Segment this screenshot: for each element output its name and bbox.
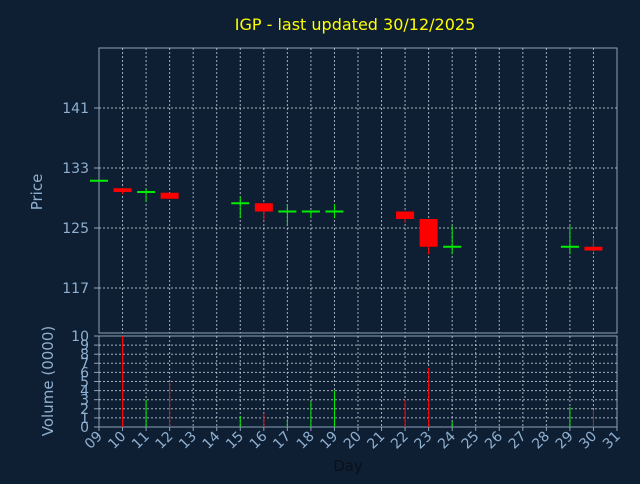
x-tick-label: 12 [153,429,177,453]
x-tick-label: 11 [129,429,153,453]
x-tick-label: 18 [294,429,318,453]
volume-tick-label: 8 [80,347,89,363]
candle-body [584,246,603,251]
volume-tick-label: 2 [80,402,89,418]
price-tick-label: 125 [62,221,89,237]
volume-tick-label: 0 [80,420,89,436]
price-tick-label: 141 [62,101,89,117]
volume-axis-label: Volume (0000) [39,326,57,436]
x-tick-label: 20 [341,429,365,453]
x-tick-label: 25 [459,429,483,453]
x-tick-label: 24 [435,428,459,452]
price-panel-frame [98,47,618,334]
volume-tick-label: 1 [80,411,89,427]
candle-body [113,188,132,192]
x-tick-label: 13 [176,429,200,453]
candle-body [254,203,273,212]
volume-tick-label: 5 [80,375,89,391]
candle-body [419,219,438,247]
candle-body [160,192,179,199]
volume-tick-label: 9 [80,338,89,354]
x-tick-label: 30 [576,429,600,453]
chart-title: IGP - last updated 30/12/2025 [235,15,476,34]
volume-tick-label: 7 [80,356,89,372]
price-axis-label: Price [28,174,46,211]
volume-tick-label: 6 [80,365,89,381]
volume-tick-label: 3 [80,393,89,409]
x-tick-label: 17 [270,429,294,453]
candle-body [396,211,415,219]
x-tick-label: 29 [553,429,577,453]
x-tick-label: 23 [412,429,436,453]
x-tick-label: 28 [529,429,553,453]
price-tick-label: 133 [62,161,89,177]
x-tick-label: 14 [200,428,224,452]
x-tick-label: 16 [247,428,271,452]
x-tick-label: 26 [482,428,506,452]
x-tick-label: 31 [600,429,624,453]
x-axis-label: Day [333,457,363,475]
price-tick-label: 117 [62,281,89,297]
x-tick-label: 15 [223,429,247,453]
x-tick-label: 19 [317,429,341,453]
x-tick-label: 21 [364,429,388,453]
volume-tick-label: 10 [71,329,89,345]
x-tick-label: 27 [506,429,530,453]
x-tick-label: 22 [388,429,412,453]
volume-tick-label: 4 [80,384,89,400]
x-tick-label: 10 [105,429,129,453]
